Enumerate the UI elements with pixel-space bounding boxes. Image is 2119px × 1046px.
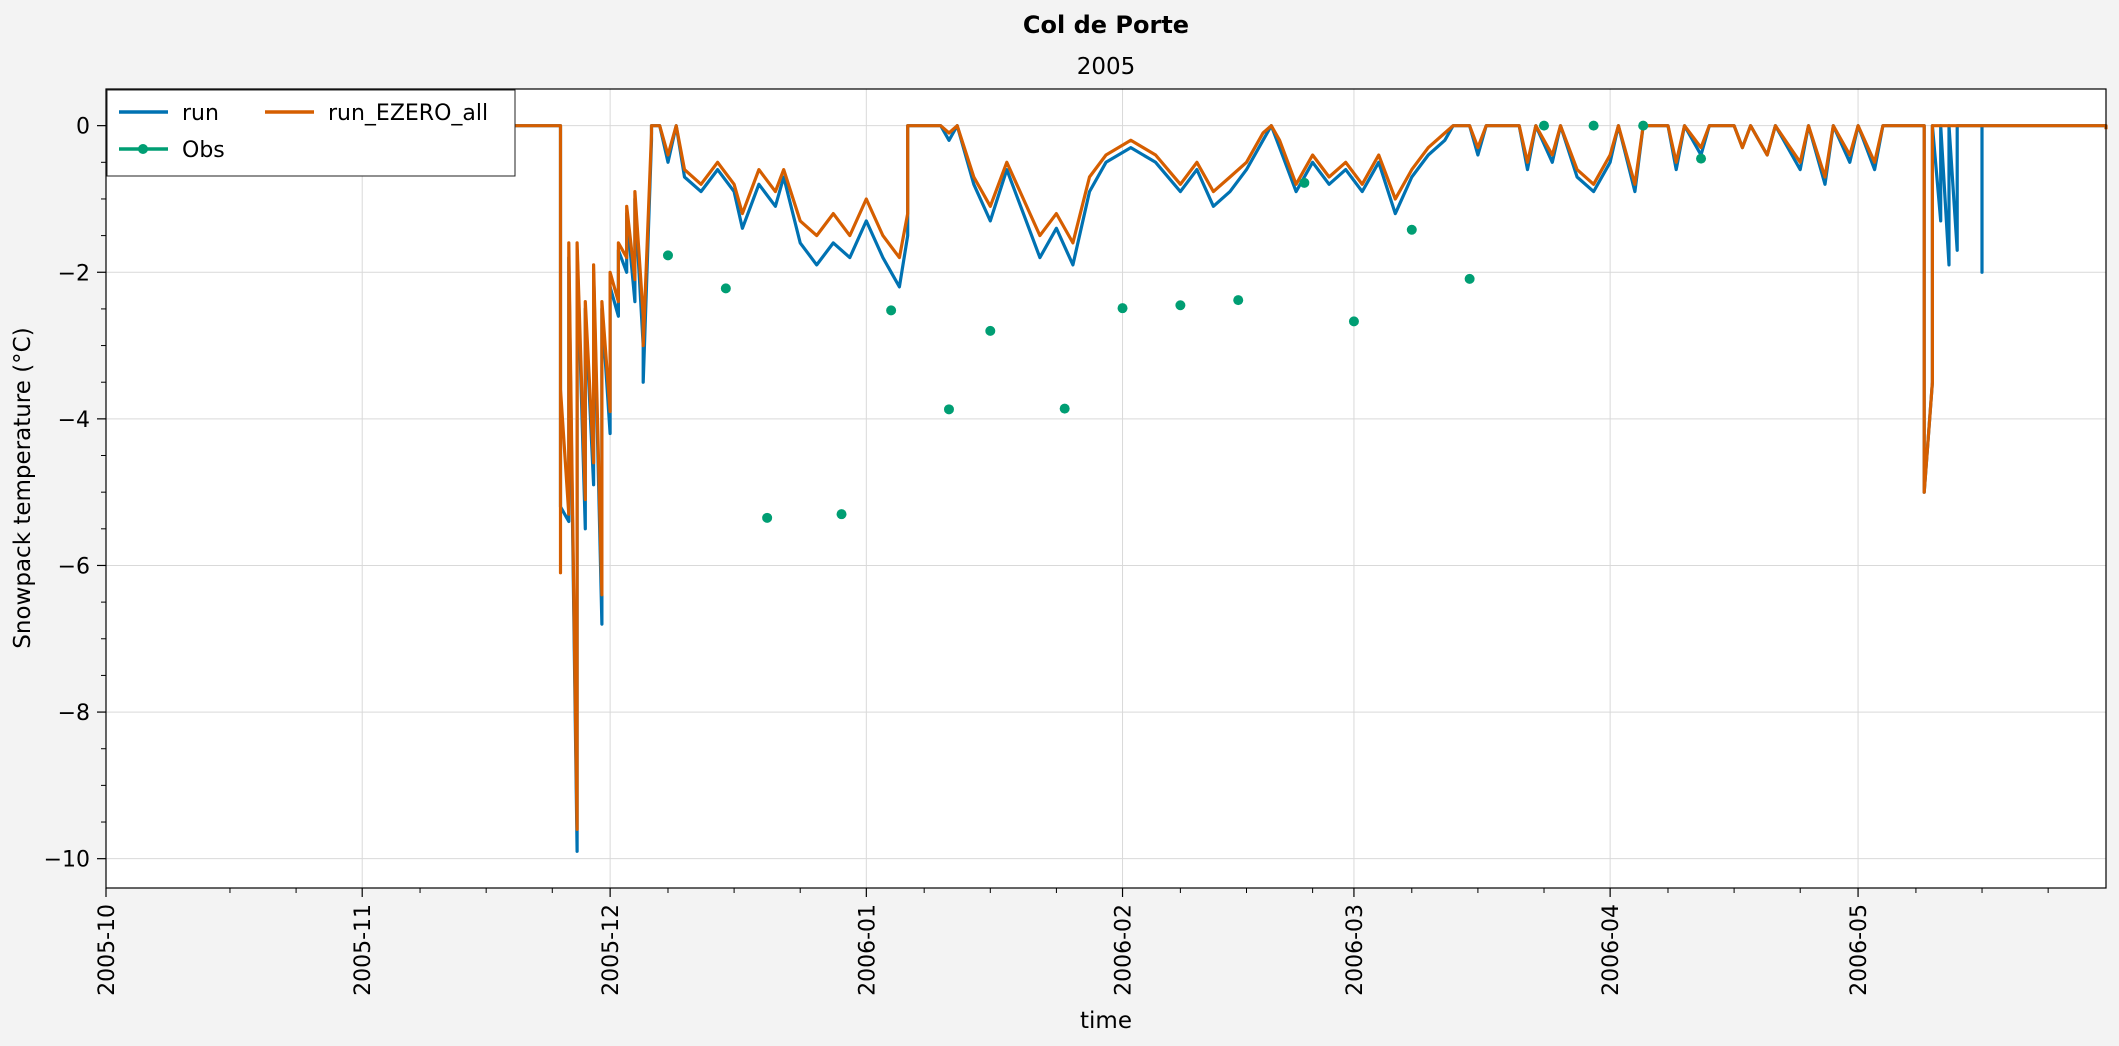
series-line-run-ezero-all	[106, 124, 2108, 832]
obs-point	[1233, 295, 1244, 306]
obs-point	[762, 512, 773, 523]
obs-point	[1539, 120, 1550, 131]
y-tick-label: −4	[58, 408, 90, 433]
legend-label-run: run	[182, 101, 219, 126]
x-axis: 2005-10 2005-11 2005-12 2006-01 2006-02 2006-…	[95, 888, 2049, 996]
legend-marker-obs	[138, 144, 148, 154]
legend-box	[106, 89, 516, 177]
obs-point	[1059, 403, 1070, 414]
chart-title: Col de Porte	[1023, 11, 1189, 39]
obs-point	[1588, 120, 1599, 131]
y-tick-label: 0	[76, 115, 90, 140]
x-tick-label: 2005-10	[95, 904, 120, 996]
y-tick-label: −6	[58, 554, 90, 579]
plot-area	[106, 89, 2106, 888]
obs-point	[985, 325, 996, 336]
obs-point	[886, 305, 897, 316]
obs-point	[1175, 300, 1186, 311]
y-axis: 0 −2 −4 −6 −8 −10	[44, 115, 106, 873]
grid	[105, 89, 2106, 888]
legend-label-obs: Obs	[182, 138, 225, 163]
obs-point	[662, 250, 673, 261]
x-tick-label: 2006-01	[855, 904, 880, 996]
obs-point	[1117, 303, 1128, 314]
y-tick-label: −10	[44, 848, 90, 873]
y-axis-label: Snowpack temperature (°C)	[10, 327, 36, 648]
x-axis-label: time	[1080, 1008, 1132, 1034]
plot-frame	[105, 88, 2107, 889]
x-tick-label: 2006-03	[1343, 904, 1368, 996]
obs-point	[1299, 177, 1310, 188]
x-tick-label: 2005-12	[599, 904, 624, 996]
x-tick-label: 2006-05	[1847, 904, 1872, 996]
obs-point	[836, 509, 847, 520]
obs-point	[1696, 153, 1707, 164]
obs-point	[1638, 120, 1649, 131]
y-tick-label: −2	[58, 261, 90, 286]
legend: run run_EZERO_all Obs	[106, 89, 516, 177]
obs-point	[943, 404, 954, 415]
x-tick-label: 2006-02	[1112, 904, 1137, 996]
obs-point	[1406, 224, 1417, 235]
obs-point	[720, 283, 731, 294]
obs-point	[1464, 273, 1475, 284]
obs-point	[1348, 316, 1359, 327]
x-tick-label: 2005-11	[351, 904, 376, 996]
legend-label-run-ezero-all: run_EZERO_all	[328, 101, 488, 126]
x-tick-label: 2006-04	[1599, 904, 1624, 996]
y-tick-label: −8	[58, 701, 90, 726]
series-layer	[106, 120, 2108, 853]
chart-subtitle: 2005	[1077, 54, 1136, 80]
